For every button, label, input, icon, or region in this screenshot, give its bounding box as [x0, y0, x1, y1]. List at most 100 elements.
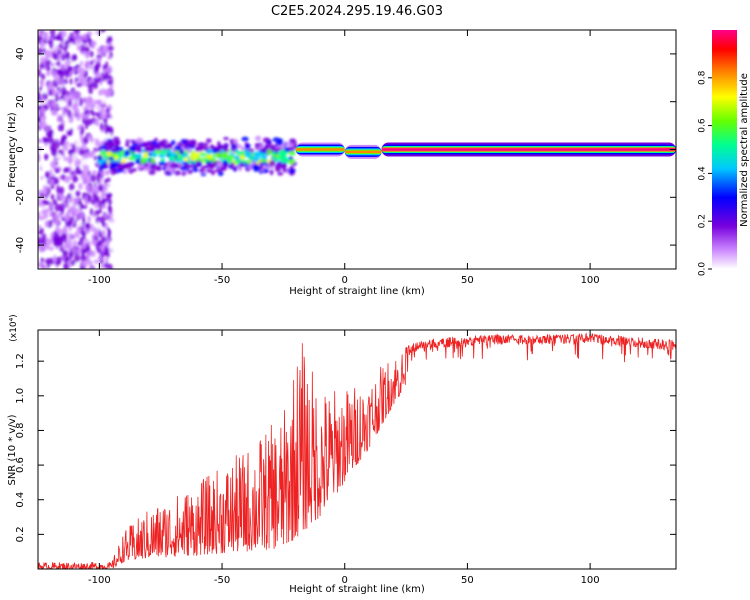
spectrogram-cell	[78, 220, 83, 228]
spectrogram-cell	[44, 171, 50, 179]
colorbar-tick-label: 0.2	[698, 214, 708, 228]
spectrogram-cell	[113, 147, 119, 152]
spectrogram-cell	[236, 150, 244, 156]
spectrogram-cell	[143, 167, 151, 172]
spectrogram-cell	[222, 148, 229, 153]
spectrogram-cell	[96, 111, 101, 119]
spectrogram-cell	[277, 171, 284, 176]
spectrogram-cell	[77, 125, 81, 131]
spectrogram-cell	[95, 216, 101, 225]
spectrogram-cell	[52, 52, 59, 61]
snr-x-tick-label: -50	[214, 575, 230, 586]
spectrogram-cell	[41, 115, 47, 121]
spectrogram-cell	[73, 253, 81, 263]
spectrogram-cell	[199, 152, 207, 157]
spectrogram-cell	[289, 165, 294, 171]
spectrogram-cell	[68, 202, 74, 207]
spectrogram-x-ticks: -100 -50 0 50 100	[88, 30, 600, 286]
spectrogram-cell	[104, 118, 108, 126]
spectrogram-cell	[137, 146, 143, 154]
spectrogram-cell	[283, 142, 291, 146]
spectrogram-cell	[49, 211, 54, 217]
spectrogram-cell	[81, 260, 85, 268]
snr-x-tick-label: 50	[461, 575, 474, 586]
snr-y-tick-label: 1.2	[15, 353, 26, 369]
spectrogram-cell	[96, 221, 101, 230]
spectrogram-cell	[59, 139, 66, 147]
spectrogram-cell	[277, 151, 284, 157]
spectrogram-cell	[60, 123, 65, 132]
spectrogram-cell	[45, 124, 50, 133]
spectrogram-cell	[74, 77, 79, 82]
spectrogram-cell	[210, 170, 216, 176]
spectrogram-cell	[269, 160, 276, 167]
spectrogram-cell	[151, 165, 159, 170]
spectrogram-cell	[96, 133, 100, 140]
spectrogram-cell	[60, 86, 67, 95]
spectrogram-cell	[80, 112, 84, 118]
spectrogram-cell	[83, 47, 90, 52]
spectrogram-cell	[107, 55, 112, 60]
spectrogram-cell	[43, 31, 49, 41]
spectrogram-cell	[87, 177, 91, 184]
spectrogram-cell	[183, 152, 188, 158]
spectrogram-cell	[75, 92, 81, 99]
spectrogram-cell	[106, 150, 113, 157]
spectrogram-cell	[262, 147, 268, 152]
spectrogram-cell	[179, 149, 185, 155]
spectrogram-cell	[64, 140, 69, 146]
spectrogram-cell	[275, 167, 281, 172]
spectrogram-cell	[107, 140, 115, 147]
spectrogram-cell	[91, 124, 97, 129]
spectrogram-cell	[79, 60, 84, 67]
spectrogram-cell	[174, 145, 181, 151]
spectrogram-cell	[107, 204, 112, 211]
spectrogram-cell	[39, 78, 45, 88]
spectrogram-cell	[66, 109, 72, 118]
spectrogram-cell	[59, 186, 65, 195]
spectrogram-cell	[236, 144, 242, 149]
spectrogram-cell	[90, 67, 94, 76]
chart-title: C2E5.2024.295.19.46.G03	[271, 4, 443, 19]
spectrogram-y-tick-label: 20	[15, 95, 26, 108]
spectrogram-cell	[38, 146, 43, 151]
spectrogram-cell	[92, 185, 99, 194]
snr-y-tick-label: 0.6	[15, 457, 26, 473]
spectrogram-cell	[109, 167, 116, 173]
colorbar-tick-label: 0.8	[698, 70, 708, 85]
spectrogram-cell	[54, 93, 59, 103]
spectrogram-cell	[87, 151, 92, 158]
spectrogram-cell	[38, 68, 42, 77]
spectrogram-x-tick-label: 0	[342, 275, 348, 286]
spectrogram-cell	[67, 232, 73, 242]
spectrogram-cell	[169, 163, 178, 169]
spectrogram-cell	[153, 137, 159, 142]
spectrogram-cell	[76, 35, 82, 45]
spectrogram-cell	[40, 120, 47, 127]
spectrogram-cell	[38, 243, 45, 248]
spectrogram-cell	[274, 157, 281, 161]
spectrogram-cell	[58, 228, 65, 235]
spectrogram-cell	[107, 126, 114, 135]
spectrogram-cell	[57, 212, 63, 219]
spectrogram-cell	[84, 151, 89, 159]
colorbar-label: Normalized spectral amplitude	[739, 73, 750, 227]
spectrogram-cell	[90, 111, 97, 117]
spectrogram-cell	[245, 159, 252, 165]
spectrogram-cell	[191, 151, 198, 156]
snr-panel: -100 -50 0 50 100 0.2 0.4 0.6 0.8 1.0 1.2 Height …	[7, 314, 677, 595]
spectrogram-cell	[60, 174, 66, 180]
spectrogram-cell	[103, 262, 110, 269]
spectrogram-cell	[61, 135, 67, 142]
spectrogram-cell	[66, 155, 73, 164]
spectrogram-cell	[157, 165, 162, 170]
spectrogram-cell	[222, 160, 229, 165]
spectrogram-cell	[101, 204, 107, 210]
spectrogram-cell	[54, 203, 61, 212]
spectrogram-cell	[83, 259, 89, 266]
spectrogram-cell	[86, 215, 92, 223]
snr-y-tick-label: 0.4	[15, 492, 26, 508]
spectrogram-x-tick-label: -100	[88, 275, 111, 286]
spectrogram-cell	[211, 148, 219, 154]
